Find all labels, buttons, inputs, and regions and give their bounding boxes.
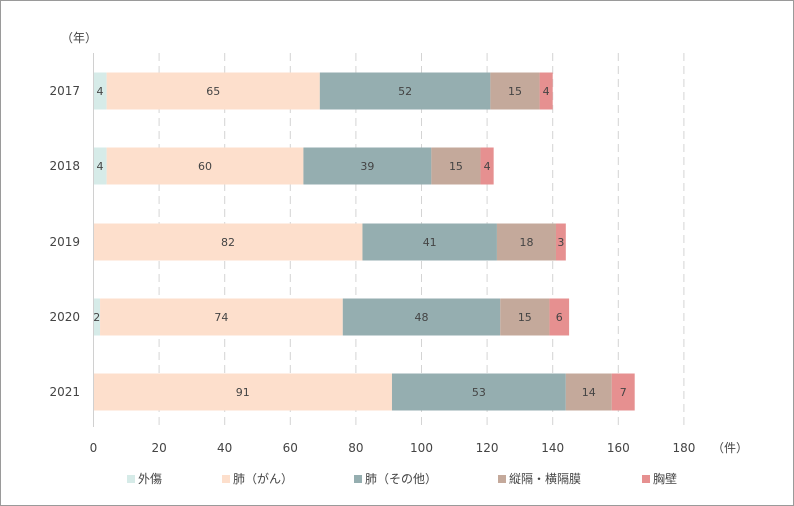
bar-segment bbox=[319, 72, 491, 110]
bar-segment bbox=[303, 147, 432, 185]
y-tick-label: 2020 bbox=[49, 310, 80, 324]
x-tick-label: 120 bbox=[476, 441, 499, 455]
data-label: 41 bbox=[423, 236, 437, 249]
bar-segment bbox=[391, 373, 566, 411]
legend-swatch bbox=[642, 475, 650, 483]
data-label: 15 bbox=[508, 85, 522, 98]
data-label: 4 bbox=[484, 160, 491, 173]
bar-segment bbox=[342, 298, 501, 336]
data-label: 15 bbox=[518, 311, 532, 324]
legend-label: 胸壁 bbox=[653, 471, 677, 486]
bar-segment bbox=[565, 373, 612, 411]
data-label: 52 bbox=[398, 85, 412, 98]
data-label: 18 bbox=[519, 236, 533, 249]
data-label: 65 bbox=[206, 85, 220, 98]
bar-segment bbox=[555, 223, 566, 261]
bar-segment bbox=[93, 72, 107, 110]
data-label: 74 bbox=[214, 311, 228, 324]
data-label: 82 bbox=[221, 236, 235, 249]
x-tick-label: 100 bbox=[410, 441, 433, 455]
data-label: 48 bbox=[415, 311, 429, 324]
x-tick-label: 60 bbox=[283, 441, 298, 455]
data-label: 91 bbox=[236, 386, 250, 399]
legend-swatch bbox=[498, 475, 506, 483]
x-tick-label: 80 bbox=[348, 441, 363, 455]
legend: 外傷 肺（がん） 肺（その他） 縦隔・横隔膜 胸壁 bbox=[127, 471, 677, 486]
bar-segment bbox=[100, 298, 343, 336]
bar-segment bbox=[539, 72, 553, 110]
data-label: 53 bbox=[472, 386, 486, 399]
bar-segment bbox=[106, 147, 304, 185]
x-tick-label: 0 bbox=[90, 441, 98, 455]
data-label: 4 bbox=[97, 160, 104, 173]
legend-swatch bbox=[127, 475, 135, 483]
data-label: 4 bbox=[97, 85, 104, 98]
legend-label: 縦隔・横隔膜 bbox=[509, 472, 581, 486]
legend-swatch bbox=[354, 475, 362, 483]
legend-swatch bbox=[222, 475, 230, 483]
bar-segment bbox=[93, 223, 363, 261]
bar-segment bbox=[362, 223, 497, 261]
x-axis-title: （件） bbox=[712, 441, 748, 455]
bars: 4 65 52 15 4 4 60 39 15 4 82 41 18 3 2 74 48 15 6 91 53 14 7 bbox=[93, 72, 635, 411]
y-tick-label: 2018 bbox=[49, 159, 80, 173]
bar-segment bbox=[93, 147, 107, 185]
bar-segment bbox=[490, 72, 540, 110]
bar-segment bbox=[496, 223, 556, 261]
bar-segment bbox=[611, 373, 635, 411]
x-tick-label: 20 bbox=[151, 441, 166, 455]
bar-segment bbox=[431, 147, 481, 185]
x-tick-label: 40 bbox=[217, 441, 232, 455]
data-label: 6 bbox=[556, 311, 563, 324]
data-label: 7 bbox=[620, 386, 627, 399]
data-label: 4 bbox=[543, 85, 550, 98]
y-tick-label: 2017 bbox=[49, 84, 80, 98]
bar-segment bbox=[93, 298, 101, 336]
legend-label: 外傷 bbox=[138, 471, 162, 486]
bar-segment bbox=[93, 373, 392, 411]
bar-segment bbox=[500, 298, 550, 336]
y-tick-label: 2019 bbox=[49, 235, 80, 249]
data-label: 14 bbox=[582, 386, 596, 399]
x-tick-label: 180 bbox=[672, 441, 695, 455]
data-label: 15 bbox=[449, 160, 463, 173]
bar-segment bbox=[480, 147, 494, 185]
axes: 0 20 40 60 80 100 120 140 160 180 2017 2018 2019 2020… bbox=[49, 31, 748, 455]
legend-label: 肺（その他） bbox=[365, 472, 437, 486]
data-label: 39 bbox=[360, 160, 374, 173]
legend-label: 肺（がん） bbox=[233, 471, 293, 486]
data-label: 60 bbox=[198, 160, 212, 173]
x-tick-label: 140 bbox=[541, 441, 564, 455]
y-tick-label: 2021 bbox=[49, 385, 80, 399]
data-label: 3 bbox=[557, 236, 564, 249]
y-axis-title: （年） bbox=[61, 31, 97, 45]
x-tick-label: 160 bbox=[607, 441, 630, 455]
bar-segment bbox=[549, 298, 570, 336]
data-label: 2 bbox=[93, 311, 100, 324]
bar-segment bbox=[106, 72, 320, 110]
